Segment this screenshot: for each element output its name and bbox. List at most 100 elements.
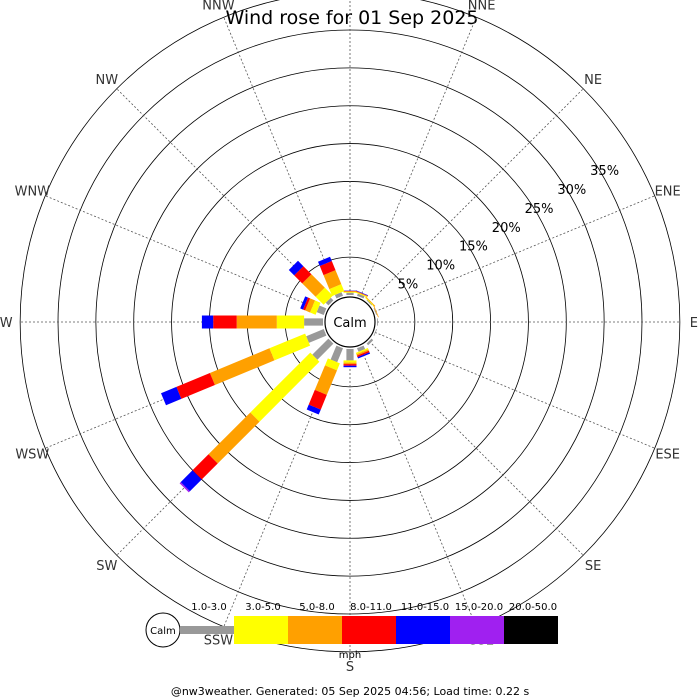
spoke-ene bbox=[374, 195, 655, 313]
legend-label-11.0-15.0: 11.0-15.0 bbox=[401, 602, 449, 613]
bar-wnw-11.0-15.0 bbox=[300, 296, 308, 310]
bar-sse-5.0-8.0 bbox=[356, 349, 369, 356]
bar-nnw-11.0-15.0 bbox=[318, 256, 332, 266]
bar-wsw-11.0-15.0 bbox=[161, 386, 182, 406]
calm-disc bbox=[324, 296, 376, 348]
radial-tick-label: 35% bbox=[590, 164, 619, 179]
bar-nne-3.0-5.0 bbox=[355, 291, 368, 298]
bar-wnw-3.0-5.0 bbox=[310, 300, 321, 315]
spoke-wnw bbox=[45, 195, 326, 313]
radial-tick-label: 10% bbox=[426, 259, 455, 274]
bar-ssw-11.0-15.0 bbox=[306, 404, 321, 415]
radial-tick-labels: 5% 10% 15% 20% 25%30% 35% bbox=[398, 164, 619, 293]
spoke-ese bbox=[374, 331, 655, 449]
bar-wsw-5.0-8.0 bbox=[209, 348, 275, 385]
bar-ese-1.0-3.0 bbox=[373, 329, 377, 336]
bar-nw-8.0-11.0 bbox=[294, 266, 312, 284]
direction-label-sw: SW bbox=[96, 559, 117, 574]
legend-label-20.0-50.0: 20.0-50.0 bbox=[509, 602, 557, 613]
legend-swatch-5.0-8.0 bbox=[288, 616, 342, 644]
bar-w-3.0-5.0 bbox=[276, 315, 305, 329]
bar-sw-15.0-20.0 bbox=[179, 482, 190, 493]
bar-wnw-5.0-8.0 bbox=[305, 298, 315, 313]
bar-sw-8.0-11.0 bbox=[192, 454, 218, 480]
bar-s-11.0-15.0 bbox=[343, 365, 357, 368]
direction-label-nnw: NNW bbox=[202, 0, 234, 13]
legend-label-5.0-8.0: 5.0-8.0 bbox=[299, 602, 334, 613]
spoke-ne bbox=[368, 88, 584, 304]
bar-nnw-1.0-3.0 bbox=[334, 292, 343, 299]
bar-s-3.0-5.0 bbox=[343, 360, 357, 363]
grid-ring bbox=[171, 143, 529, 501]
polar-grid bbox=[19, 0, 681, 653]
spoke-sse bbox=[359, 346, 477, 627]
footer-text: @nw3weather. Generated: 05 Sep 2025 04:5… bbox=[171, 685, 530, 698]
bar-nne-8.0-11.0 bbox=[355, 290, 368, 296]
bar-sw-5.0-8.0 bbox=[208, 412, 260, 464]
speed-legend: Calm 1.0-3.0 3.0-5.0 5.0-8.0 8.0-11.0 11.0-15… bbox=[145, 602, 558, 661]
grid-ring bbox=[95, 67, 605, 577]
bar-wsw-8.0-11.0 bbox=[176, 373, 215, 399]
spoke-wsw bbox=[45, 331, 326, 449]
bar-nw-5.0-8.0 bbox=[302, 274, 325, 297]
direction-label-nne: NNE bbox=[468, 0, 496, 13]
bar-sse-1.0-3.0 bbox=[357, 345, 366, 352]
bar-ene-1.0-3.0 bbox=[373, 308, 377, 315]
legend-swatch-15.0-20.0 bbox=[450, 616, 504, 644]
legend-label-3.0-5.0: 3.0-5.0 bbox=[245, 602, 280, 613]
calm-label: Calm bbox=[333, 316, 366, 331]
bar-w-1.0-3.0 bbox=[304, 318, 323, 326]
direction-label-ssw: SSW bbox=[204, 634, 234, 649]
bar-ssw-3.0-5.0 bbox=[325, 358, 340, 371]
direction-label-s: S bbox=[346, 660, 354, 675]
bar-sw-1.0-3.0 bbox=[312, 338, 334, 360]
spoke-nne bbox=[359, 17, 477, 298]
bar-wnw-1.0-3.0 bbox=[316, 305, 327, 315]
bar-e-1.0-3.0 bbox=[377, 318, 378, 326]
legend-swatch-8.0-11.0 bbox=[342, 616, 396, 644]
legend-calm-label: Calm bbox=[150, 626, 176, 637]
spoke-ssw bbox=[223, 346, 341, 627]
bar-ne-1.0-3.0 bbox=[366, 299, 373, 306]
direction-label-ne: NE bbox=[584, 73, 602, 88]
bar-wsw-1.0-3.0 bbox=[306, 329, 327, 343]
bar-w-11.0-15.0 bbox=[201, 315, 214, 329]
bar-ne-3.0-5.0 bbox=[365, 297, 375, 307]
bar-ne-5.0-8.0 bbox=[365, 296, 376, 307]
spoke-se bbox=[368, 340, 584, 556]
grid-ring bbox=[19, 0, 681, 653]
bar-s-5.0-8.0 bbox=[343, 362, 357, 365]
bar-nne-5.0-8.0 bbox=[355, 291, 368, 297]
bar-nw-1.0-3.0 bbox=[325, 297, 334, 306]
bar-sw-3.0-5.0 bbox=[250, 352, 320, 422]
bar-sse-8.0-11.0 bbox=[356, 350, 370, 358]
legend-unit-label: mph bbox=[339, 650, 361, 661]
bar-sw-11.0-15.0 bbox=[180, 470, 202, 492]
radial-tick-label: 20% bbox=[492, 221, 521, 236]
radial-tick-label: 5% bbox=[398, 278, 419, 293]
bar-nnw-8.0-11.0 bbox=[319, 261, 336, 276]
spoke-nw bbox=[116, 88, 332, 304]
legend-swatch-1.0-3.0 bbox=[180, 626, 234, 634]
legend-label-1.0-3.0: 1.0-3.0 bbox=[191, 602, 226, 613]
bar-nne-1.0-3.0 bbox=[357, 293, 365, 299]
direction-label-w: W bbox=[0, 316, 13, 331]
bar-wnw-8.0-11.0 bbox=[303, 297, 311, 311]
bar-w-8.0-11.0 bbox=[213, 315, 237, 329]
direction-label-e: E bbox=[690, 316, 698, 331]
bar-ssw-5.0-8.0 bbox=[314, 365, 337, 395]
radial-tick-label: 15% bbox=[459, 240, 488, 255]
direction-label-nw: NW bbox=[96, 73, 119, 88]
bar-w-5.0-8.0 bbox=[236, 315, 277, 329]
bar-nnw-3.0-5.0 bbox=[329, 284, 345, 296]
bar-wsw-3.0-5.0 bbox=[269, 333, 311, 361]
bar-nnw-5.0-8.0 bbox=[323, 270, 342, 290]
calm-circle: Calm bbox=[324, 296, 376, 348]
bar-se-1.0-3.0 bbox=[366, 338, 374, 346]
legend-swatch-3.0-5.0 bbox=[234, 616, 288, 644]
bar-s-8.0-11.0 bbox=[343, 364, 357, 366]
spoke-nnw bbox=[223, 17, 341, 298]
direction-label-ene: ENE bbox=[655, 184, 681, 199]
